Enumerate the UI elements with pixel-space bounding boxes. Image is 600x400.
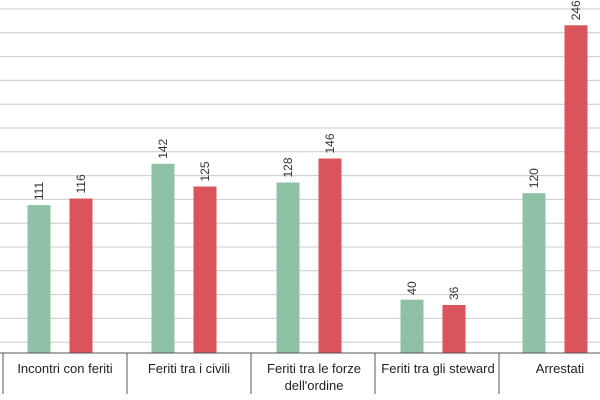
bar — [564, 25, 588, 354]
bar-value-label: 40 — [405, 281, 419, 295]
bar-value-label: 128 — [281, 157, 295, 177]
bar — [151, 163, 175, 353]
category-label: Incontri con feriti — [17, 361, 112, 376]
gridlines — [0, 8, 600, 343]
bar-value-label: 146 — [323, 133, 337, 153]
bar — [193, 186, 217, 353]
category-label: Arrestati — [536, 361, 585, 376]
bar — [442, 305, 466, 353]
category-label: Feriti tra gli steward — [381, 361, 494, 376]
category-label: Feriti tra i civili — [148, 361, 230, 376]
bar-value-label: 125 — [198, 161, 212, 181]
value-labels: 111 116 142 125 128 146 40 36 120 246 — [32, 0, 583, 300]
bar — [522, 193, 546, 353]
category-label: Feriti tra le forze — [267, 361, 361, 376]
bar-value-label: 120 — [527, 168, 541, 188]
bar-value-label: 111 — [32, 182, 46, 201]
bar — [276, 182, 300, 353]
bars — [27, 25, 588, 354]
bar — [318, 158, 342, 353]
bar-value-label: 142 — [156, 138, 170, 158]
x-axis: Incontri con feriti Feriti tra i civili Fe… — [0, 352, 600, 394]
bar-value-label: 116 — [74, 174, 88, 193]
bar — [400, 299, 424, 353]
bar — [27, 205, 51, 353]
bar-value-label: 246 — [569, 0, 583, 20]
category-label: dell'ordine — [285, 378, 344, 393]
bar-value-label: 36 — [447, 286, 461, 300]
bar — [69, 198, 93, 353]
